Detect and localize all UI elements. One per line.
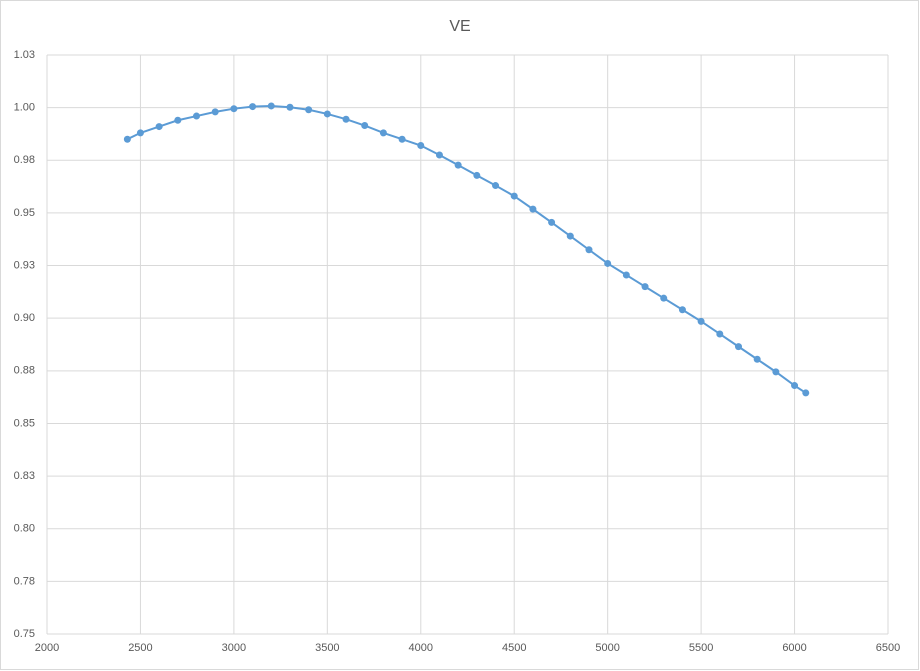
y-tick-label: 0.85 [14,417,35,429]
data-point [641,283,649,291]
y-tick-label: 0.78 [14,575,35,587]
data-point [604,259,612,267]
data-point [305,106,313,114]
y-tick-label: 0.83 [14,470,35,482]
y-tick-label: 0.98 [14,154,35,166]
data-point [379,129,387,137]
data-point [249,103,257,111]
data-point [323,110,331,118]
data-point [230,105,238,113]
data-point [548,218,556,226]
x-tick-label: 4500 [502,642,526,654]
data-point [622,271,630,279]
data-point [802,389,810,397]
data-point [529,205,537,213]
data-point [398,135,406,143]
x-tick-label: 5000 [595,642,619,654]
data-point [660,294,668,302]
data-point [697,317,705,325]
data-point [267,102,275,110]
data-point [211,108,219,116]
data-point [342,115,350,123]
y-tick-label: 1.03 [14,49,35,61]
x-tick-label: 3000 [222,642,246,654]
y-tick-label: 0.88 [14,365,35,377]
data-point [772,368,780,376]
data-point [716,330,724,338]
data-point [454,161,462,169]
data-point [155,123,163,131]
x-tick-label: 6000 [782,642,806,654]
data-point [510,192,518,200]
y-tick-label: 0.93 [14,259,35,271]
data-point [361,122,369,130]
y-tick-label: 0.80 [14,523,35,535]
x-tick-label: 3500 [315,642,339,654]
x-tick-label: 2000 [35,642,59,654]
x-tick-label: 6500 [876,642,900,654]
data-point [492,182,500,190]
data-point [791,382,799,390]
data-point [473,171,481,179]
y-tick-label: 0.90 [14,312,35,324]
data-point [435,151,443,159]
y-tick-label: 0.95 [14,207,35,219]
x-tick-label: 2500 [128,642,152,654]
x-tick-label: 5500 [689,642,713,654]
data-point [136,129,144,137]
data-point [286,103,294,111]
data-point [678,306,686,314]
data-point [417,142,425,150]
data-point [193,112,201,120]
x-tick-label: 4000 [409,642,433,654]
data-point [566,232,574,240]
data-point [174,116,182,124]
data-point [734,343,742,351]
data-point [753,355,761,363]
data-point [585,246,593,254]
y-tick-label: 0.75 [14,628,35,640]
chart-title: VE [449,18,470,35]
y-tick-label: 1.00 [14,102,35,114]
data-point [123,135,131,143]
